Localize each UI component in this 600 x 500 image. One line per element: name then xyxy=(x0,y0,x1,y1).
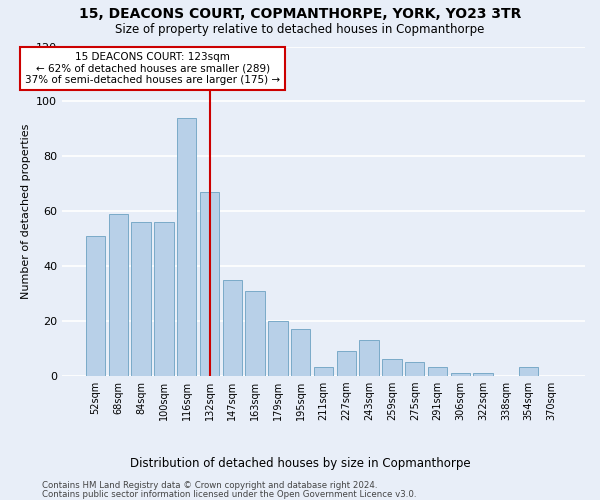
Bar xyxy=(223,280,242,376)
Bar xyxy=(337,351,356,376)
Bar xyxy=(86,236,105,376)
Bar xyxy=(473,373,493,376)
Text: Contains public sector information licensed under the Open Government Licence v3: Contains public sector information licen… xyxy=(42,490,416,499)
Text: Distribution of detached houses by size in Copmanthorpe: Distribution of detached houses by size … xyxy=(130,458,470,470)
Bar xyxy=(268,321,287,376)
Bar xyxy=(131,222,151,376)
Bar xyxy=(359,340,379,376)
Text: Size of property relative to detached houses in Copmanthorpe: Size of property relative to detached ho… xyxy=(115,22,485,36)
Bar xyxy=(177,118,196,376)
Bar xyxy=(291,329,310,376)
Bar xyxy=(154,222,173,376)
Bar xyxy=(382,359,401,376)
Text: Contains HM Land Registry data © Crown copyright and database right 2024.: Contains HM Land Registry data © Crown c… xyxy=(42,481,377,490)
Y-axis label: Number of detached properties: Number of detached properties xyxy=(20,124,31,299)
Text: 15 DEACONS COURT: 123sqm
← 62% of detached houses are smaller (289)
37% of semi-: 15 DEACONS COURT: 123sqm ← 62% of detach… xyxy=(25,52,280,85)
Bar xyxy=(314,368,333,376)
Bar xyxy=(245,290,265,376)
Bar xyxy=(109,214,128,376)
Bar xyxy=(451,373,470,376)
Bar xyxy=(519,368,538,376)
Bar xyxy=(428,368,447,376)
Bar xyxy=(405,362,424,376)
Text: 15, DEACONS COURT, COPMANTHORPE, YORK, YO23 3TR: 15, DEACONS COURT, COPMANTHORPE, YORK, Y… xyxy=(79,8,521,22)
Bar xyxy=(200,192,219,376)
